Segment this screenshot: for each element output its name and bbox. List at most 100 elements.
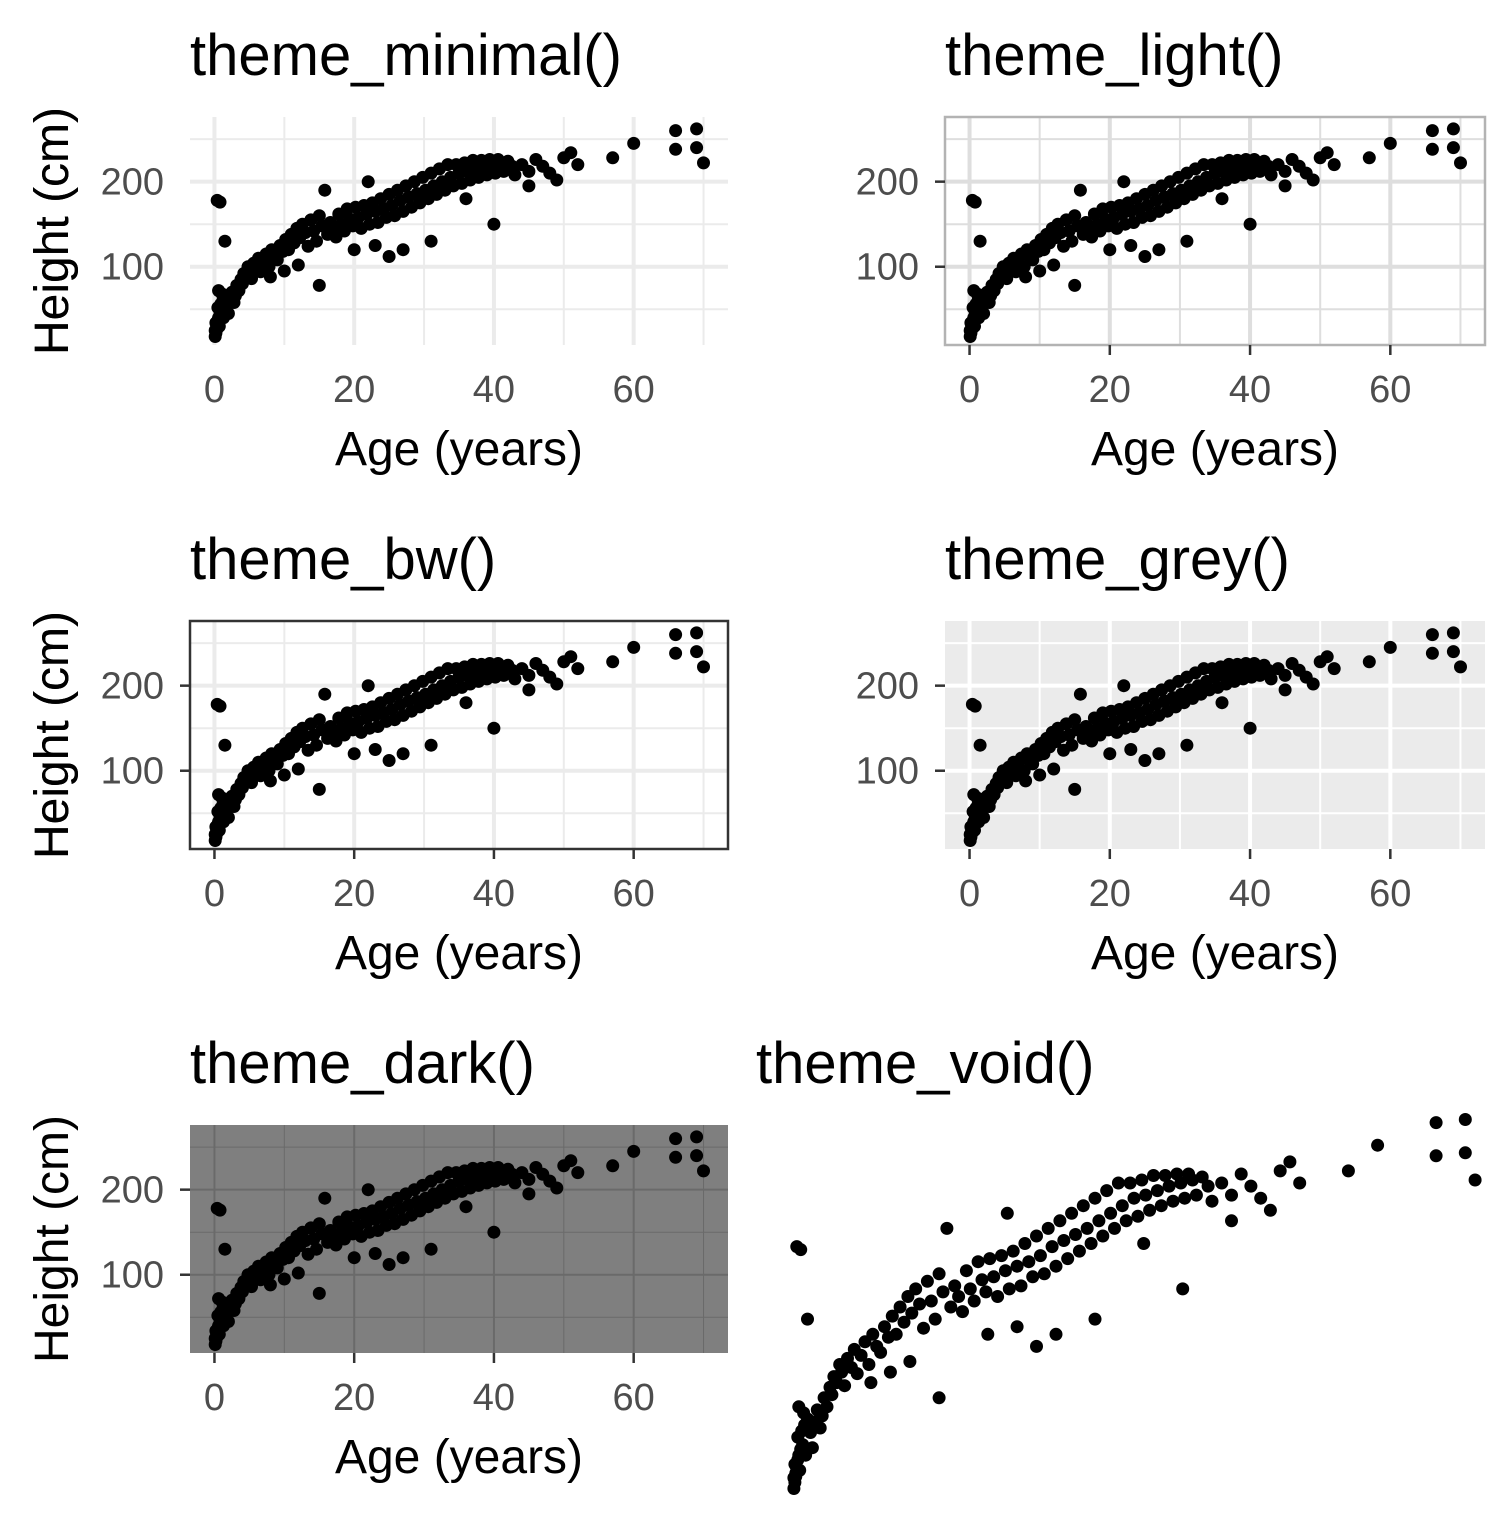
data-point [550,677,564,691]
data-point [508,672,522,686]
data-point [508,1176,522,1190]
data-point [508,168,522,182]
data-point [571,158,585,172]
data-point [967,1294,981,1308]
data-point [1446,122,1460,136]
data-point [838,1379,852,1393]
data-point [866,1327,880,1341]
data-point [1124,743,1138,756]
y-axis-title: Height (cm) [26,107,79,355]
data-point [1108,1221,1121,1235]
data-point [956,1305,969,1319]
data-point [1019,270,1033,284]
panel-border [188,619,730,851]
data-point [1139,1188,1153,1202]
series-points [963,626,1467,847]
data-point [1084,1237,1098,1250]
chart-title: theme_void() [756,1031,1094,1096]
data-point [571,1166,585,1180]
data-point [627,640,641,654]
series-points [208,626,710,847]
data-point [669,1132,683,1146]
data-point [312,713,326,727]
data-point [793,1463,807,1477]
y-tick-label: 200 [856,666,919,708]
x-axis-title: Age (years) [1091,423,1339,476]
data-point [522,683,536,697]
data-point [1088,1312,1102,1326]
data-point [905,1306,919,1320]
data-point [1010,1259,1024,1273]
data-point [878,1320,891,1334]
data-point [968,195,982,209]
data-point [245,776,258,790]
data-point [221,307,235,320]
data-point [312,1286,326,1300]
panel-background [190,117,728,345]
y-tick-label: 200 [101,162,164,204]
data-point [361,175,375,189]
data-point [1137,1237,1151,1250]
chart-title: theme_bw() [190,527,496,592]
data-point [1019,774,1033,788]
data-point [1138,754,1152,767]
data-point [277,264,291,278]
data-point [1152,747,1166,761]
data-point [1458,1113,1472,1126]
data-point [874,1345,888,1359]
data-point [1104,1206,1118,1220]
data-point [1096,1229,1110,1243]
data-point [885,1309,899,1323]
data-point [820,1400,834,1414]
x-tick-label: 60 [613,1377,655,1419]
data-point [522,1172,536,1186]
data-point [487,1225,501,1239]
data-point [487,721,501,735]
data-point [1117,175,1131,189]
data-point [277,768,291,782]
data-point [940,1221,954,1235]
x-tick-label: 0 [204,873,225,915]
data-point [218,234,232,248]
data-point [1131,1209,1145,1223]
data-point [983,1252,997,1266]
data-point [977,307,991,320]
data-point [1244,1179,1258,1193]
data-point [1425,142,1439,156]
data-point [967,788,981,802]
data-point [1215,1176,1229,1190]
data-point [277,1272,291,1286]
data-point [1030,1339,1043,1353]
x-tick-label: 60 [1369,369,1411,411]
data-point [1243,217,1257,231]
data-point [1047,258,1061,272]
data-point [291,1266,305,1280]
data-point [1429,1116,1443,1130]
data-point [952,1290,966,1303]
data-point [1273,1164,1287,1178]
data-point [213,195,227,209]
data-point [917,1321,930,1335]
x-tick-label: 0 [959,369,980,411]
data-point [987,1270,1001,1284]
data-point [1264,672,1278,686]
data-point [1154,1199,1168,1213]
data-point [1103,243,1117,257]
data-point [564,650,578,664]
data-point [1278,668,1292,682]
data-point [1362,151,1376,165]
y-tick-label: 200 [101,666,164,708]
data-point [627,1144,641,1158]
data-point [1127,1191,1141,1205]
data-point [669,142,683,156]
data-point [522,164,536,178]
data-point [1383,640,1397,654]
y-axis-title: Height (cm) [26,611,79,859]
data-point [1180,234,1194,248]
data-point [312,1217,326,1231]
data-point [1254,1191,1268,1205]
data-point [396,243,410,257]
data-point [318,183,332,197]
data-point [1100,1184,1114,1198]
data-point [1069,1228,1082,1241]
